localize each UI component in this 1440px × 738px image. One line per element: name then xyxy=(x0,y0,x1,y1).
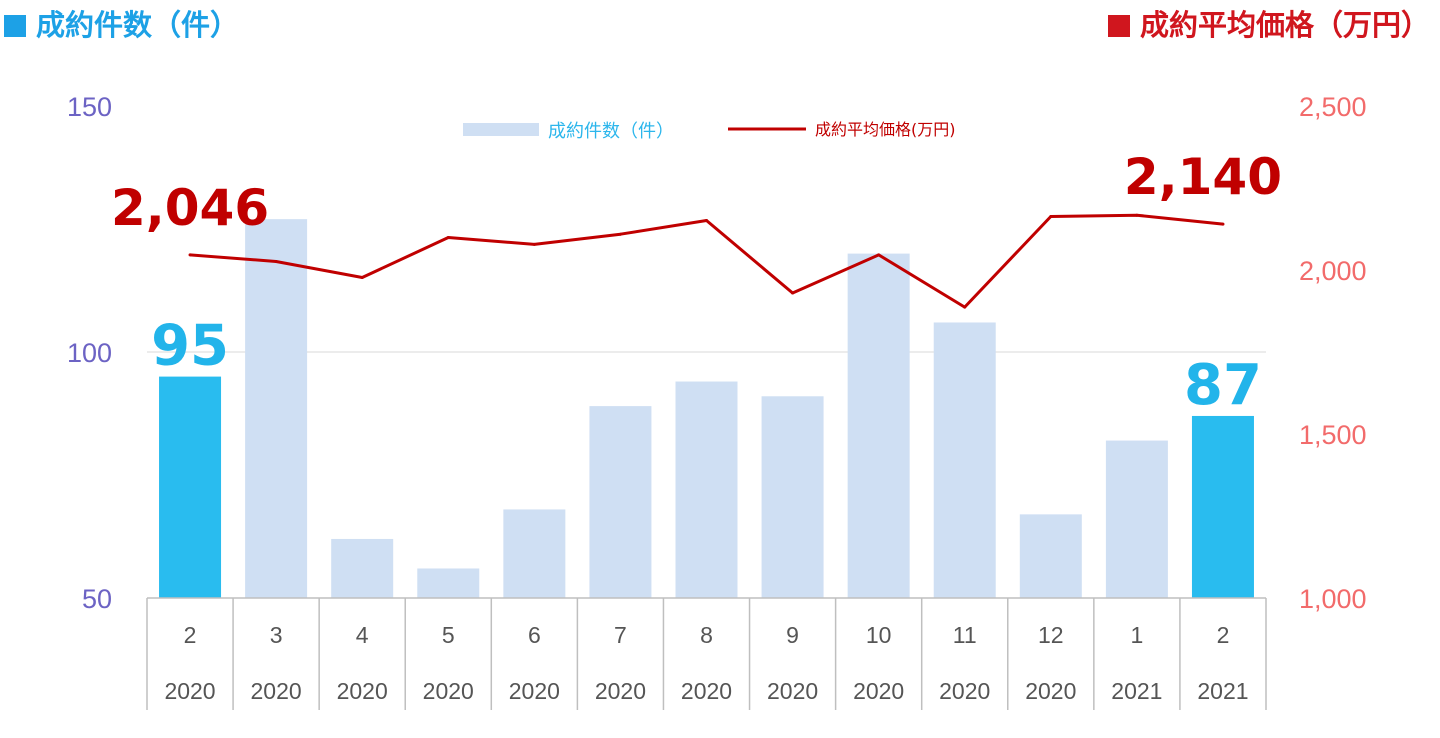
bar xyxy=(933,322,996,598)
month-label: 1 xyxy=(1130,622,1143,648)
legend-bar-swatch xyxy=(463,123,539,136)
line-point xyxy=(274,259,278,263)
bar xyxy=(245,219,308,598)
legend-line-label: 成約平均価格(万円) xyxy=(815,120,956,139)
month-label: 6 xyxy=(528,622,541,648)
month-label: 3 xyxy=(270,622,283,648)
left-axis-title: 成約件数（件） xyxy=(4,2,239,44)
first-bar-label: 95 xyxy=(151,314,229,379)
month-label: 4 xyxy=(356,622,369,648)
year-label: 2020 xyxy=(337,678,388,704)
line-point xyxy=(705,218,708,222)
legend-bar-label: 成約件数（件） xyxy=(548,121,674,142)
line-point xyxy=(1049,215,1053,219)
line-point xyxy=(791,291,795,295)
right-tick-label: 2,000 xyxy=(1299,256,1367,286)
year-label: 2020 xyxy=(509,678,560,704)
bar xyxy=(761,396,824,598)
year-label: 2020 xyxy=(767,678,818,704)
month-label: 12 xyxy=(1038,622,1064,648)
bar xyxy=(1105,440,1168,598)
right-tick-label: 1,500 xyxy=(1299,420,1367,450)
month-label: 9 xyxy=(786,622,799,648)
line-point xyxy=(1221,222,1225,226)
left-tick-label: 50 xyxy=(82,584,112,614)
bar xyxy=(503,509,566,598)
line-point xyxy=(532,242,536,246)
right-axis-title-text: 成約平均価格（万円） xyxy=(1139,8,1430,42)
price-line xyxy=(188,213,1225,309)
legend: 成約件数（件） 成約平均価格(万円) xyxy=(463,120,956,142)
bar xyxy=(1019,514,1082,598)
month-label: 8 xyxy=(700,622,713,648)
bar xyxy=(1191,415,1254,598)
year-label: 2021 xyxy=(1197,678,1248,704)
right-tick-label: 1,000 xyxy=(1299,584,1367,614)
right-tick-label: 2,500 xyxy=(1299,92,1367,122)
right-axis-title: 成約平均価格（万円） xyxy=(1107,2,1430,44)
left-tick-label: 100 xyxy=(67,338,112,368)
bar-series-marker xyxy=(4,15,26,37)
axes: 2 2020 3 2020 4 2020 5 2020 6 2020 7 2020 8 2020 9 2020… xyxy=(67,92,1367,710)
line-point xyxy=(618,232,622,236)
month-label: 5 xyxy=(442,622,455,648)
year-label: 2020 xyxy=(939,678,990,704)
left-axis-title-text: 成約件数（件） xyxy=(36,8,240,42)
left-tick-label: 150 xyxy=(67,92,112,122)
month-label: 10 xyxy=(866,622,892,648)
month-label: 11 xyxy=(953,622,977,648)
line-series xyxy=(189,213,1224,309)
bar xyxy=(675,381,738,598)
line-point xyxy=(188,253,192,257)
data-labels: 95 87 2,046 2,140 xyxy=(111,148,1282,418)
first-line-label: 2,046 xyxy=(111,179,269,237)
year-label: 2020 xyxy=(164,678,215,704)
bar xyxy=(159,376,222,598)
bar xyxy=(417,568,480,598)
year-label: 2020 xyxy=(251,678,302,704)
line-series-marker xyxy=(1107,15,1130,37)
bar xyxy=(589,406,652,598)
year-label: 2020 xyxy=(595,678,646,704)
line-point xyxy=(1135,213,1139,217)
bar xyxy=(847,253,910,598)
line-point xyxy=(446,236,450,240)
year-label: 2021 xyxy=(1111,678,1162,704)
year-label: 2020 xyxy=(681,678,732,704)
year-label: 2020 xyxy=(1025,678,1076,704)
last-bar-label: 87 xyxy=(1184,353,1262,418)
line-point xyxy=(877,253,881,257)
year-label: 2020 xyxy=(853,678,904,704)
last-line-label: 2,140 xyxy=(1124,148,1282,206)
month-label: 2 xyxy=(184,622,197,648)
month-label: 2 xyxy=(1217,622,1230,648)
line-point xyxy=(360,276,364,280)
bar xyxy=(331,538,394,598)
month-label: 7 xyxy=(614,622,627,648)
year-label: 2020 xyxy=(423,678,474,704)
line-point xyxy=(963,305,967,309)
bars xyxy=(159,219,1254,598)
